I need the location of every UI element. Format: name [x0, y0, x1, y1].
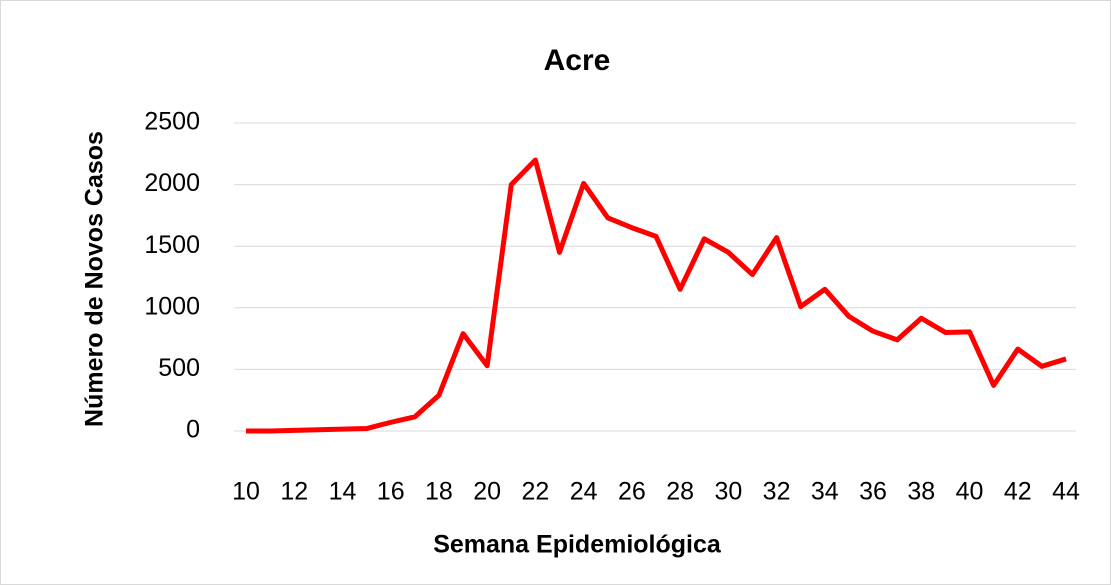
y-tick-label: 2500 — [144, 108, 200, 136]
y-tick-label: 0 — [186, 416, 200, 444]
y-axis-label: Número de Novos Casos — [81, 131, 109, 427]
x-tick-label: 44 — [1052, 478, 1080, 506]
x-tick-label: 26 — [618, 478, 646, 506]
y-tick-label: 500 — [158, 354, 200, 382]
x-tick-label: 22 — [522, 478, 550, 506]
x-tick-label: 12 — [280, 478, 308, 506]
x-tick-label: 36 — [859, 478, 887, 506]
x-tick-label: 34 — [811, 478, 839, 506]
x-tick-label: 16 — [377, 478, 405, 506]
x-axis-label: Semana Epidemiológica — [433, 531, 722, 559]
chart-title: Acre — [544, 44, 611, 77]
y-tick-label: 1500 — [144, 231, 200, 259]
x-tick-label: 32 — [763, 478, 791, 506]
x-tick-label: 10 — [232, 478, 260, 506]
x-tick-label: 40 — [956, 478, 984, 506]
x-tick-label: 24 — [570, 478, 598, 506]
data-line — [246, 157, 1067, 434]
y-tick-label: 1000 — [144, 292, 200, 320]
x-tick-label: 38 — [907, 478, 935, 506]
y-tick-label: 2000 — [144, 169, 200, 197]
x-tick-label: 20 — [473, 478, 501, 506]
x-tick-label: 42 — [1004, 478, 1032, 506]
x-tick-label: 30 — [714, 478, 742, 506]
x-tick-label: 14 — [329, 478, 357, 506]
x-tick-label: 28 — [666, 478, 694, 506]
x-tick-label: 18 — [425, 478, 453, 506]
